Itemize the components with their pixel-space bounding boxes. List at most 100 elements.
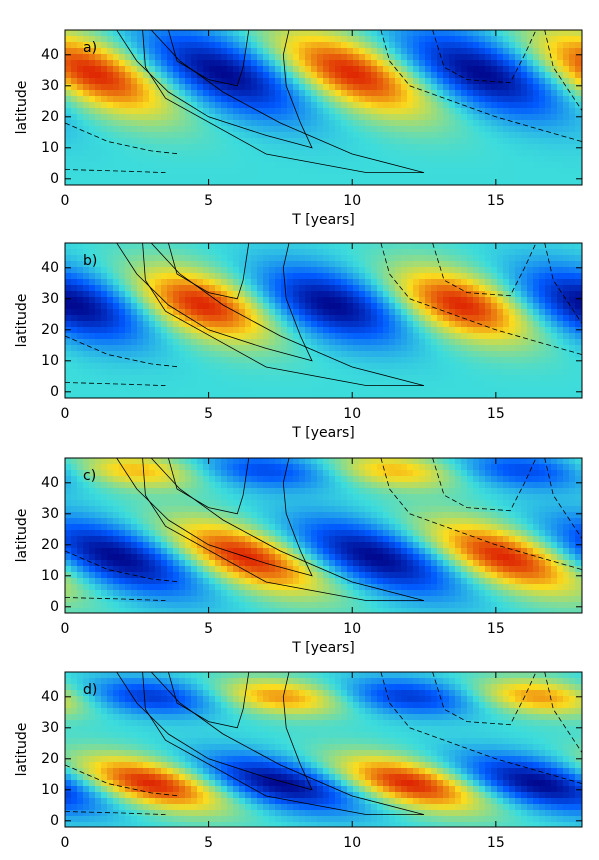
heat-cell	[65, 560, 72, 567]
heat-cell	[365, 375, 372, 382]
heat-cell	[137, 321, 144, 328]
heat-cell	[353, 36, 360, 43]
heat-cell	[359, 255, 366, 262]
x-tick-label: 5	[204, 193, 213, 209]
heat-cell	[443, 387, 450, 394]
heat-cell	[161, 375, 168, 382]
heat-cell	[227, 375, 234, 382]
heat-cell	[293, 285, 300, 292]
heat-cell	[509, 255, 516, 262]
heat-cell	[557, 279, 564, 286]
heat-cell	[425, 357, 432, 364]
heat-cell	[161, 381, 168, 388]
heat-cell	[101, 345, 108, 352]
heat-cell	[377, 267, 384, 274]
heat-cell	[155, 255, 162, 262]
heat-cell	[503, 180, 510, 187]
heat-cell	[419, 102, 426, 109]
heat-cell	[185, 84, 192, 91]
heat-cell	[491, 309, 498, 316]
heat-cell	[563, 369, 570, 376]
heat-cell	[329, 96, 336, 103]
heat-cell	[371, 243, 378, 250]
heat-cell	[545, 303, 552, 310]
heat-cell	[149, 180, 156, 187]
heat-cell	[137, 560, 144, 567]
heat-cell	[137, 387, 144, 394]
heat-cell	[311, 150, 318, 157]
heat-cell	[395, 255, 402, 262]
heat-cell	[125, 267, 132, 274]
heat-cell	[275, 309, 282, 316]
heat-cell	[455, 303, 462, 310]
heat-cell	[83, 174, 90, 181]
heat-cell	[143, 542, 150, 549]
heat-cell	[281, 375, 288, 382]
heat-cell	[437, 279, 444, 286]
heat-cell	[245, 249, 252, 256]
heat-cell	[383, 168, 390, 175]
heat-cell	[161, 66, 168, 73]
heat-cell	[107, 524, 114, 531]
heat-cell	[383, 138, 390, 145]
heat-cell	[89, 548, 96, 555]
heat-cell	[539, 393, 546, 400]
heat-cell	[287, 48, 294, 55]
heat-cell	[527, 168, 534, 175]
heat-cell	[83, 375, 90, 382]
heat-cell	[431, 138, 438, 145]
heat-cell	[161, 60, 168, 67]
heat-cell	[71, 114, 78, 121]
heat-cell	[437, 291, 444, 298]
heat-cell	[101, 243, 108, 250]
heat-cell	[509, 162, 516, 169]
heat-cell	[203, 144, 210, 151]
heat-cell	[317, 285, 324, 292]
heat-cell	[119, 180, 126, 187]
heat-cell	[161, 243, 168, 250]
heat-cell	[125, 458, 132, 465]
heat-cell	[137, 512, 144, 519]
heat-cell	[143, 458, 150, 465]
heat-cell	[515, 327, 522, 334]
heat-cell	[395, 54, 402, 61]
heat-cell	[167, 357, 174, 364]
heat-cell	[83, 458, 90, 465]
heat-cell	[401, 150, 408, 157]
heat-cell	[497, 96, 504, 103]
heat-cell	[335, 114, 342, 121]
heat-cell	[113, 162, 120, 169]
heat-cell	[545, 42, 552, 49]
heat-cell	[533, 315, 540, 322]
heat-cell	[443, 36, 450, 43]
heat-cell	[539, 267, 546, 274]
heat-cell	[551, 108, 558, 115]
heat-cell	[473, 168, 480, 175]
heat-cell	[179, 267, 186, 274]
heat-cell	[197, 66, 204, 73]
heat-cell	[293, 243, 300, 250]
heat-cell	[377, 54, 384, 61]
heat-cell	[185, 375, 192, 382]
heat-cell	[239, 150, 246, 157]
heat-cell	[65, 566, 72, 573]
heat-cell	[281, 339, 288, 346]
heat-cell	[521, 357, 528, 364]
heat-cell	[257, 84, 264, 91]
heat-cell	[497, 168, 504, 175]
heat-cell	[329, 297, 336, 304]
heat-cell	[365, 150, 372, 157]
heat-cell	[299, 96, 306, 103]
heat-cell	[323, 60, 330, 67]
heat-cell	[443, 174, 450, 181]
heat-cell	[281, 255, 288, 262]
heat-cell	[437, 249, 444, 256]
heat-cell	[323, 78, 330, 85]
heat-cell	[221, 357, 228, 364]
heat-cell	[317, 150, 324, 157]
heat-cell	[395, 291, 402, 298]
heat-cell	[533, 90, 540, 97]
heat-cell	[479, 144, 486, 151]
heat-cell	[449, 303, 456, 310]
heat-cell	[251, 369, 258, 376]
